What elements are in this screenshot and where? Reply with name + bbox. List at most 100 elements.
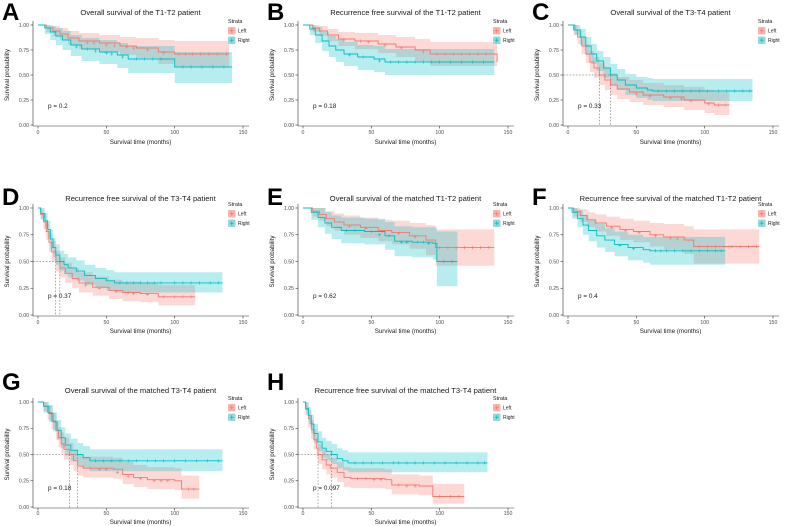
survival-curve-left [303, 24, 498, 62]
legend-label-left: Left [238, 212, 247, 218]
y-tick-label: 0.50 [19, 73, 29, 79]
legend-label-left: Left [503, 406, 512, 412]
panel-H: H 0 50 100 150 0.00 0.25 0.50 0.75 1.00 Recurrence… [265, 350, 531, 526]
censor-marks-left [342, 38, 488, 56]
x-tick-label: 100 [170, 511, 179, 517]
legend-title: Strata [228, 202, 242, 208]
legend: Strata Left Right [228, 396, 250, 421]
y-tick-label: 0.00 [549, 313, 559, 319]
ci-band-left [38, 208, 196, 306]
legend: Strata Left Right [493, 396, 515, 421]
x-tick-label: 50 [103, 130, 109, 136]
y-tick-label: 0.25 [19, 98, 29, 104]
y-tick-label: 0.75 [284, 233, 294, 239]
x-tick-label: 100 [170, 320, 179, 326]
x-tick-label: 0 [567, 320, 570, 326]
legend-key-plus-icon [494, 211, 499, 216]
censor-marks-right [353, 461, 487, 465]
legend-title: Strata [228, 19, 242, 25]
panel-letter-D: D [2, 184, 20, 211]
survival-curve-right [568, 207, 726, 252]
legend-title: Strata [228, 396, 242, 402]
panel-letter-E: E [267, 184, 284, 211]
legend-key-plus-icon [494, 38, 499, 43]
panel-title: Recurrence free survival of the T3-T4 pa… [65, 194, 216, 203]
y-tick-label: 0.25 [549, 286, 559, 292]
y-tick-label: 0.50 [549, 73, 559, 79]
x-axis-label: Survival time (months) [375, 328, 437, 335]
survival-curve-right [303, 401, 488, 464]
y-tick-label: 0.50 [19, 259, 29, 265]
x-tick-label: 50 [633, 320, 639, 326]
panel-chart-H: 0 50 100 150 0.00 0.25 0.50 0.75 1.00 Recurrence … [269, 386, 515, 526]
panel-chart-G: 0 50 100 150 0.00 0.25 0.50 0.75 1.00 Overall sur… [4, 386, 250, 526]
y-tick-label: 0.00 [19, 313, 29, 319]
panel-D: D 0 50 100 150 0.00 0.25 0.50 0.75 1.00 Recurrence… [0, 175, 266, 351]
y-axis-label: Survival probability [534, 235, 541, 288]
survival-curve-right [303, 207, 458, 262]
panel-letter-A: A [2, 0, 20, 26]
panel-chart-E: 0 50 100 150 0.00 0.25 0.50 0.75 1.00 Overall sur… [269, 194, 515, 335]
ci-band-left [38, 402, 200, 499]
panel-chart-D: 0 50 100 150 0.00 0.25 0.50 0.75 1.00 Recurrence … [4, 194, 250, 335]
x-tick-label: 150 [769, 130, 778, 136]
y-tick-label: 0.75 [19, 233, 29, 239]
legend: Strata Left Right [228, 19, 250, 44]
y-tick-label: 0.75 [549, 233, 559, 239]
y-tick-label: 0.50 [284, 73, 294, 79]
y-tick-label: 0.00 [284, 505, 294, 511]
panel-C: C 0 50 100 150 0.00 0.25 0.50 0.75 1.00 Overall su… [530, 0, 796, 176]
y-tick-label: 0.00 [19, 505, 29, 511]
panel-G: G 0 50 100 150 0.00 0.25 0.50 0.75 1.00 Overall su… [0, 350, 266, 526]
legend-title: Strata [493, 202, 507, 208]
y-tick-label: 0.75 [549, 48, 559, 54]
legend-label-right: Right [238, 221, 250, 227]
survival-curve-right [38, 24, 233, 68]
x-tick-label: 0 [302, 511, 305, 517]
p-value-label: p = 0.62 [313, 293, 337, 300]
x-tick-label: 150 [504, 511, 513, 517]
x-axis-label: Survival time (months) [375, 139, 437, 146]
panel-title: Recurrence free survival of the matched … [315, 386, 498, 395]
panel-title: Recurrence free survival of the T1-T2 pa… [330, 8, 481, 17]
y-tick-label: 0.50 [549, 259, 559, 265]
legend-key-plus-icon [229, 28, 234, 33]
panel-F: F 0 50 100 150 0.00 0.25 0.50 0.75 1.00 Recurrence… [530, 175, 796, 351]
panel-letter-C: C [532, 0, 550, 26]
legend-key-plus-icon [229, 211, 234, 216]
p-value-label: p = 0.097 [313, 485, 340, 492]
legend-key-plus-icon [759, 221, 764, 226]
panel-title: Overall survival of the T1-T2 patient [80, 8, 201, 17]
panel-letter-H: H [267, 369, 285, 396]
x-tick-label: 50 [368, 130, 374, 136]
legend-key-plus-icon [229, 221, 234, 226]
x-tick-label: 50 [368, 320, 374, 326]
legend-key-plus-icon [759, 28, 764, 33]
survival-curve-left [38, 401, 200, 490]
censor-marks-right [618, 243, 723, 253]
x-tick-label: 150 [504, 130, 513, 136]
y-axis-label: Survival probability [534, 48, 541, 101]
p-value-label: p = 0.18 [48, 485, 72, 492]
legend-label-left: Left [503, 29, 512, 35]
y-tick-label: 1.00 [19, 23, 29, 29]
x-tick-label: 100 [435, 511, 444, 517]
x-tick-label: 150 [504, 320, 513, 326]
p-value-label: p = 0.33 [578, 103, 602, 110]
legend-label-left: Left [503, 212, 512, 218]
ci-band-right [303, 402, 488, 473]
x-tick-label: 50 [103, 320, 109, 326]
ci-band-right [38, 25, 233, 83]
x-tick-label: 100 [170, 130, 179, 136]
panel-title: Recurrence free survival of the matched … [580, 194, 763, 203]
ci-band-right [38, 402, 223, 472]
panel-E: E 0 50 100 150 0.00 0.25 0.50 0.75 1.00 Overall su… [265, 175, 531, 351]
censor-marks-right [345, 228, 454, 264]
ci-band-left [303, 208, 495, 266]
y-tick-label: 0.25 [284, 286, 294, 292]
p-value-label: p = 0.4 [578, 293, 598, 300]
panel-title: Overall survival of the matched T3-T4 pa… [65, 386, 217, 395]
panel-chart-B: 0 50 100 150 0.00 0.25 0.50 0.75 1.00 Recurrence … [269, 8, 515, 146]
y-tick-label: 0.50 [284, 452, 294, 458]
